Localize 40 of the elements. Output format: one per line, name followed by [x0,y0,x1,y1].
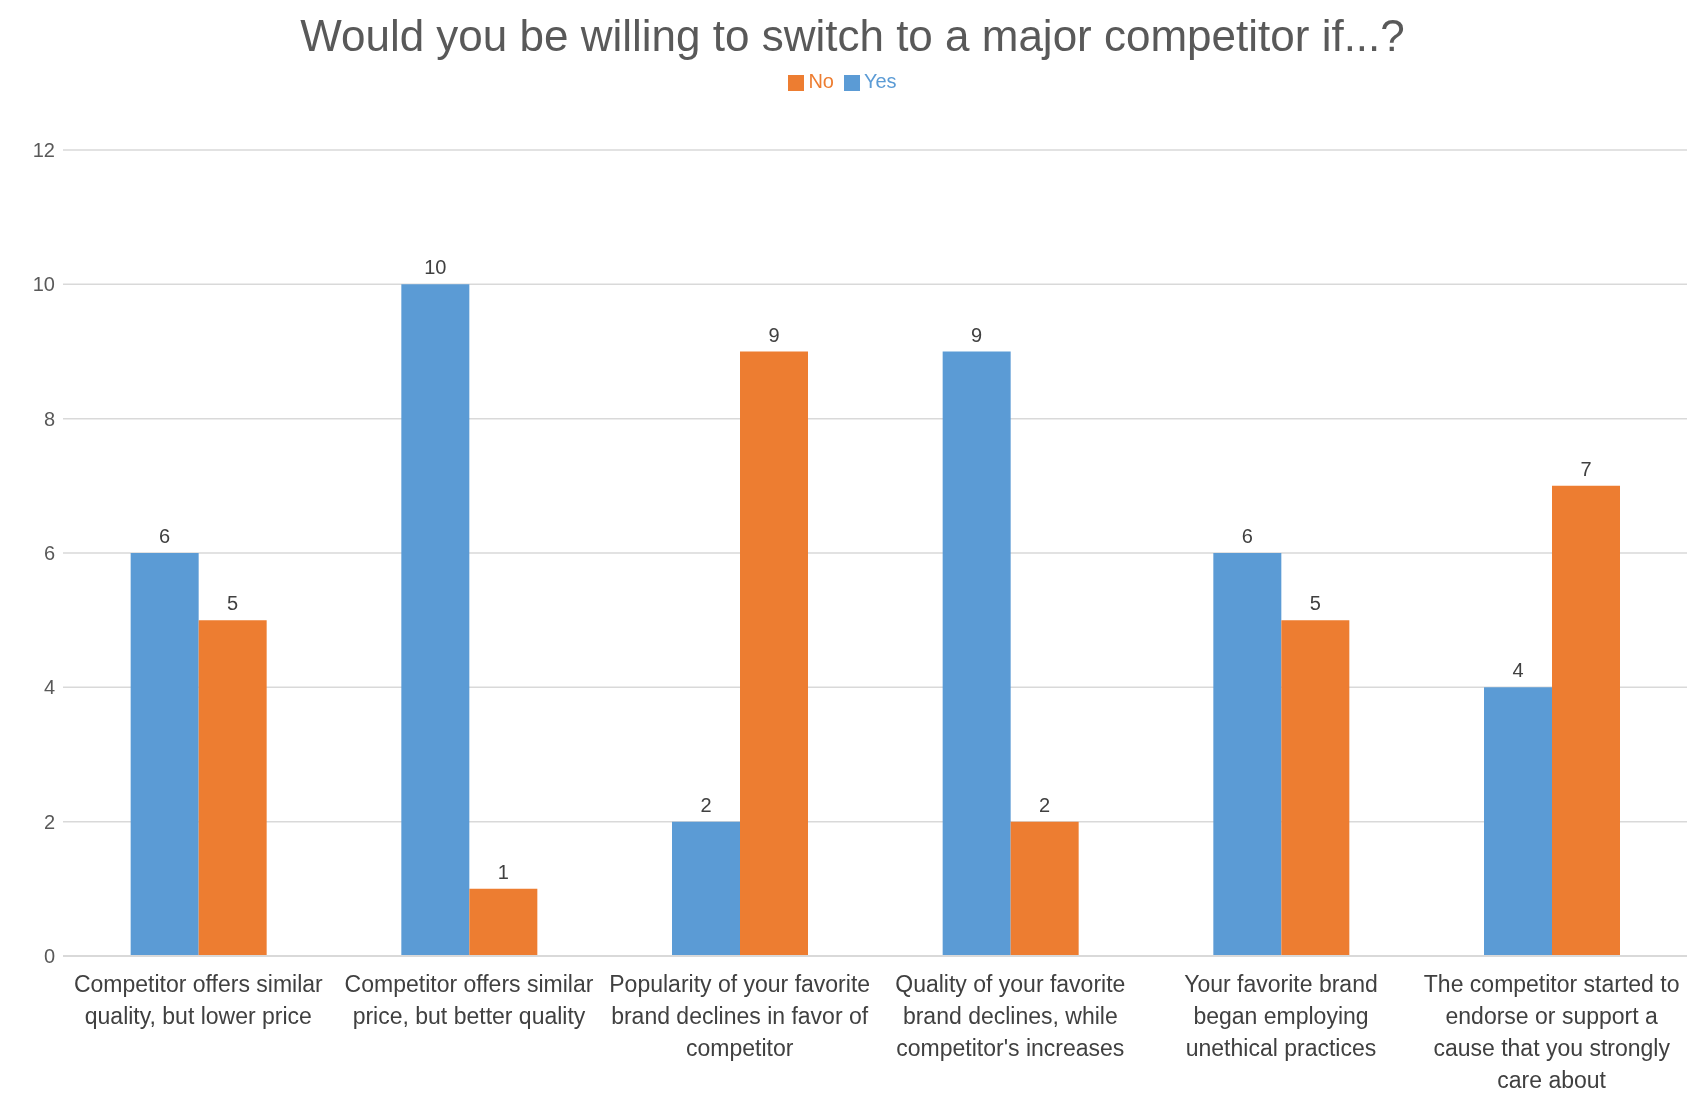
bar [130,553,199,956]
bar [1281,620,1350,956]
bar [740,351,808,956]
data-label: 10 [424,256,447,279]
data-label: 2 [700,793,712,816]
bar [1484,687,1552,956]
x-tick-label: Popularity of your favorite brand declines in favor of competitor [609,971,871,1061]
legend-label: Yes [863,70,897,92]
bar [942,351,1011,956]
y-tick-label: 10 [32,273,55,296]
bar [401,284,470,956]
x-tick-label: Competitor offers similar quality, but lower price [73,971,324,1029]
bar [1010,821,1079,956]
y-tick-label: 2 [43,810,55,833]
data-label: 6 [1241,525,1253,547]
data-label: 9 [971,323,983,346]
x-tick-label: The competitor started to endorse or support a cause that you strongly care about [1423,971,1680,1093]
data-label: 5 [1309,592,1321,615]
bar [672,821,740,956]
data-label: 6 [159,525,171,547]
y-tick-label: 12 [32,139,55,162]
y-tick-label: 0 [43,945,55,968]
y-tick-label: 8 [43,407,55,430]
legend-label: No [808,70,834,92]
x-tick-label: Quality of your favorite brand declines, while competitor's increases [895,971,1126,1061]
chart-title: Would you be willing to switch to a major competitor if...? [299,10,1406,62]
y-tick-label: 4 [43,676,55,699]
data-label: 4 [1512,659,1524,682]
bar [469,888,538,956]
y-tick-label: 6 [43,542,55,565]
bar [198,620,267,956]
x-tick-label: Competitor offers similar price, but better quality [344,971,594,1029]
bar [1213,553,1282,956]
x-tick-label: Your favorite brand began employing unethical practices [1184,971,1378,1061]
data-label: 1 [497,860,509,883]
data-label: 7 [1580,457,1592,480]
data-label: 2 [1039,793,1051,816]
bar [1552,485,1620,956]
data-label: 9 [768,323,780,346]
data-label: 5 [227,592,239,615]
